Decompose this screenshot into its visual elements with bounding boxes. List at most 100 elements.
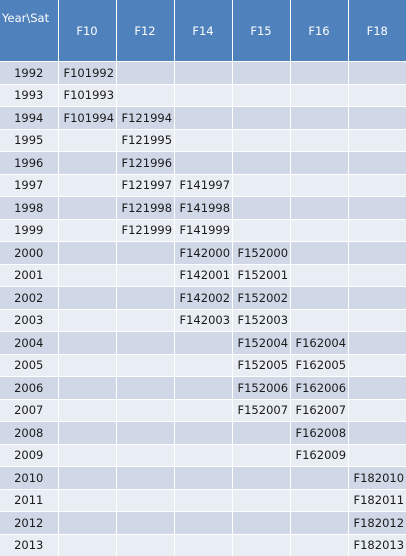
table-cell: [116, 264, 174, 287]
table-cell: [290, 512, 348, 535]
table-cell: [116, 512, 174, 535]
table-cell: [290, 287, 348, 310]
header-cell-f12: F12: [116, 0, 174, 62]
table-cell: [232, 197, 290, 220]
table-cell: [348, 152, 406, 175]
table-cell: [174, 129, 232, 152]
table-cell: [290, 467, 348, 490]
year-cell: 2000: [0, 242, 58, 265]
table-cell: [348, 354, 406, 377]
table-cell: F152000: [232, 242, 290, 265]
table-cell: F141997: [174, 174, 232, 197]
header-row: Year\Sat F10 F12 F14 F15 F16 F18: [0, 0, 406, 62]
year-cell: 2004: [0, 332, 58, 355]
table-cell: [116, 354, 174, 377]
table-cell: F141999: [174, 219, 232, 242]
table-cell: [58, 219, 116, 242]
table-cell: [116, 534, 174, 556]
table-cell: [348, 242, 406, 265]
table-cell: [58, 399, 116, 422]
table-cell: [116, 467, 174, 490]
table-cell: [290, 129, 348, 152]
table-cell: F121999: [116, 219, 174, 242]
table-cell: [174, 534, 232, 556]
table-cell: [290, 152, 348, 175]
year-cell: 2005: [0, 354, 58, 377]
header-cell-f16: F16: [290, 0, 348, 62]
table-cell: F121994: [116, 107, 174, 130]
table-cell: F121995: [116, 129, 174, 152]
header-cell-year-sat: Year\Sat: [0, 0, 58, 62]
year-cell: 2003: [0, 309, 58, 332]
table-cell: [58, 534, 116, 556]
table-cell: [174, 377, 232, 400]
table-cell: [58, 354, 116, 377]
table-cell: [348, 377, 406, 400]
table-cell: [116, 489, 174, 512]
table-cell: F152006: [232, 377, 290, 400]
table-header: Year\Sat F10 F12 F14 F15 F16 F18: [0, 0, 406, 62]
table-cell: [348, 174, 406, 197]
table-cell: F152007: [232, 399, 290, 422]
table-cell: F152001: [232, 264, 290, 287]
table-cell: [174, 152, 232, 175]
table-cell: F152005: [232, 354, 290, 377]
year-cell: 2007: [0, 399, 58, 422]
year-cell: 1993: [0, 84, 58, 107]
table-cell: [174, 332, 232, 355]
table-cell: [58, 309, 116, 332]
table-cell: F101994: [58, 107, 116, 130]
year-cell: 2008: [0, 422, 58, 445]
table-cell: F142000: [174, 242, 232, 265]
table-cell: F182013: [348, 534, 406, 556]
table-cell: [58, 377, 116, 400]
table-cell: [232, 219, 290, 242]
table-cell: [174, 84, 232, 107]
table-cell: [290, 62, 348, 85]
table-cell: [174, 62, 232, 85]
table-cell: F121997: [116, 174, 174, 197]
table-cell: F101992: [58, 62, 116, 85]
table-cell: [116, 377, 174, 400]
table-cell: [290, 197, 348, 220]
year-cell: 2010: [0, 467, 58, 490]
table-cell: [232, 84, 290, 107]
table-cell: F152004: [232, 332, 290, 355]
table-cell: [232, 129, 290, 152]
table-cell: [116, 287, 174, 310]
table-cell: F141998: [174, 197, 232, 220]
table-cell: [348, 129, 406, 152]
table-cell: [116, 332, 174, 355]
table-cell: F152002: [232, 287, 290, 310]
table-cell: [58, 152, 116, 175]
table-cell: [58, 129, 116, 152]
table-cell: F152003: [232, 309, 290, 332]
table-cell: [116, 422, 174, 445]
table-cell: [290, 489, 348, 512]
table-cell: [174, 422, 232, 445]
table-cell: [348, 332, 406, 355]
table-cell: [58, 467, 116, 490]
table-cell: [116, 62, 174, 85]
table-cell: [232, 107, 290, 130]
table-cell: [348, 62, 406, 85]
table-cell: [174, 107, 232, 130]
table-cell: [290, 219, 348, 242]
table-cell: [348, 422, 406, 445]
table-cell: [290, 534, 348, 556]
table-cell: [116, 444, 174, 467]
table-cell: [174, 399, 232, 422]
table-cell: [58, 512, 116, 535]
year-cell: 1999: [0, 219, 58, 242]
